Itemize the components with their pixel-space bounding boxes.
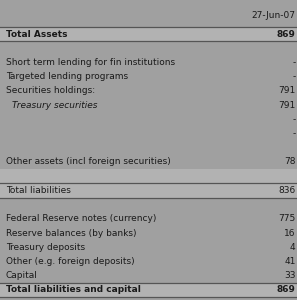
Text: -: - [292, 115, 296, 124]
Text: 16: 16 [284, 229, 296, 238]
Text: Other (e.g. foreign deposits): Other (e.g. foreign deposits) [6, 257, 135, 266]
Text: Treasury securities: Treasury securities [12, 101, 97, 110]
Text: -: - [292, 72, 296, 81]
Text: Total Assets: Total Assets [6, 30, 67, 39]
FancyBboxPatch shape [0, 27, 297, 41]
Text: Short term lending for fin institutions: Short term lending for fin institutions [6, 58, 175, 67]
Text: 836: 836 [278, 186, 296, 195]
FancyBboxPatch shape [0, 169, 297, 183]
Text: 869: 869 [277, 285, 296, 294]
Text: 791: 791 [278, 86, 296, 95]
Text: -: - [292, 129, 296, 138]
Text: 78: 78 [284, 158, 296, 166]
Text: Total liabilities: Total liabilities [6, 186, 71, 195]
Text: 775: 775 [278, 214, 296, 223]
Text: 791: 791 [278, 101, 296, 110]
Text: Treasury deposits: Treasury deposits [6, 243, 85, 252]
Text: Targeted lending programs: Targeted lending programs [6, 72, 128, 81]
Text: 869: 869 [277, 30, 296, 39]
Text: Capital: Capital [6, 271, 38, 280]
FancyBboxPatch shape [0, 183, 297, 197]
Text: 41: 41 [284, 257, 296, 266]
Text: Reserve balances (by banks): Reserve balances (by banks) [6, 229, 136, 238]
Text: Total liabilities and capital: Total liabilities and capital [6, 285, 141, 294]
Text: 4: 4 [290, 243, 296, 252]
FancyBboxPatch shape [0, 283, 297, 297]
Text: -: - [292, 58, 296, 67]
Text: Other assets (incl foreign securities): Other assets (incl foreign securities) [6, 158, 171, 166]
Text: Federal Reserve notes (currency): Federal Reserve notes (currency) [6, 214, 156, 223]
Text: 27-Jun-07: 27-Jun-07 [252, 11, 296, 20]
Text: 33: 33 [284, 271, 296, 280]
Text: Securities holdings:: Securities holdings: [6, 86, 95, 95]
